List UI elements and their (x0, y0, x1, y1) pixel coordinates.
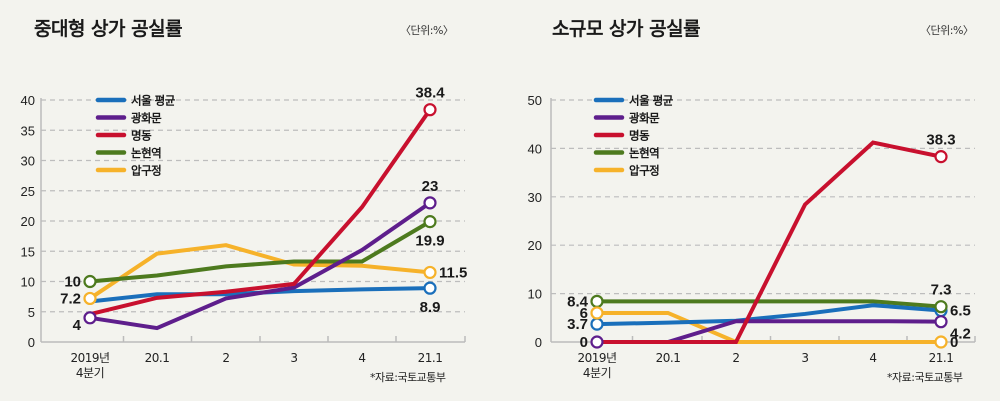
series-line-1 (89, 201, 432, 331)
y-tick-label: 0 (535, 335, 542, 350)
data-point-marker (590, 294, 604, 308)
chart-panel-large-stores: 중대형 상가 공실률 〈단위:%〉 0 5 10 15 20 25 30 35 40 2019년 4… (21, 18, 468, 384)
data-label: 6.5 (950, 303, 971, 320)
x-tick-label: 4 (358, 351, 365, 365)
data-label: 3.7 (567, 316, 588, 333)
y-tick-label: 25 (21, 184, 35, 199)
series-line-3 (597, 299, 942, 309)
y-tick-label: 30 (528, 190, 542, 205)
data-label: 4.2 (950, 326, 971, 343)
y-tick-label: 15 (21, 244, 35, 259)
series-line-4 (88, 243, 431, 301)
data-label: 23 (422, 178, 439, 195)
y-tick-label: 0 (28, 335, 35, 350)
x-tick-label: 21.1 (929, 351, 954, 365)
series-line-2 (597, 140, 942, 344)
x-tick-label: 2 (222, 351, 229, 365)
data-label: 8.9 (420, 299, 441, 316)
legend-label: 광화문 (131, 111, 162, 125)
data-point-marker (83, 291, 97, 306)
data-label: 6 (580, 305, 588, 322)
data-point-marker (423, 196, 437, 210)
chart-title: 소규모 상가 공실률 (552, 18, 701, 40)
chart-panel-small-stores: 소규모 상가 공실률 〈단위:%〉 0 10 20 30 40 50 2019년 4분기 20.… (500, 0, 1000, 401)
data-point-marker (83, 274, 97, 289)
y-tick-label: 20 (528, 238, 542, 253)
series-line-2 (89, 108, 432, 317)
y-tick-label: 30 (21, 154, 35, 169)
data-point-marker (934, 300, 948, 314)
y-tick-label: 35 (21, 123, 35, 138)
data-label: 7.2 (60, 290, 81, 307)
data-point-marker (423, 281, 437, 295)
series-line-0 (596, 303, 942, 327)
data-point-marker (423, 215, 437, 229)
data-label: 0 (580, 334, 588, 351)
legend-label: 압구정 (629, 164, 659, 178)
series-line-3 (89, 219, 432, 284)
x-tick-label: 20.1 (145, 351, 170, 365)
series-line-4 (597, 310, 941, 344)
legend-label: 서울 평균 (131, 94, 176, 108)
data-label: 11.5 (439, 264, 467, 281)
legend-label: 명동 (629, 129, 650, 143)
data-point-marker (934, 335, 948, 349)
legend-label: 논현역 (131, 146, 161, 160)
legend-label: 서울 평균 (629, 94, 674, 108)
data-label: 7.3 (931, 282, 952, 299)
x-tick-label: 2019년 4분기 (70, 351, 109, 380)
y-tick-label: 20 (21, 214, 35, 229)
data-label: 38.4 (415, 85, 445, 102)
x-tick-label: 2 (732, 351, 739, 365)
y-tick-label: 40 (528, 141, 542, 156)
unit-note: 〈단위:%〉 (400, 24, 454, 37)
x-tick-label: 4 (869, 351, 876, 365)
y-tick-label: 5 (28, 305, 35, 320)
y-tick-label: 10 (528, 287, 542, 302)
data-point-marker (423, 265, 437, 280)
data-label: 8.4 (567, 293, 589, 310)
data-point-marker (590, 306, 604, 320)
legend-label: 명동 (131, 129, 152, 143)
y-tick-label: 50 (528, 93, 542, 108)
data-label: 19.9 (415, 233, 444, 250)
data-label: 38.3 (926, 132, 955, 149)
legend-label: 논현역 (629, 146, 659, 160)
data-label: 4 (73, 317, 82, 334)
source-note: *자료:국토교통부 (370, 371, 446, 384)
legend-label: 압구정 (131, 164, 161, 178)
x-tick-label: 2019년 4분기 (577, 351, 616, 380)
chart-title: 중대형 상가 공실률 (34, 18, 183, 40)
x-tick-label: 20.1 (656, 351, 681, 365)
unit-note: 〈단위:%〉 (920, 24, 974, 37)
x-tick-label: 21.1 (418, 351, 443, 365)
data-point-marker (423, 103, 437, 117)
y-tick-label: 40 (21, 93, 35, 108)
data-label: 10 (64, 274, 81, 291)
x-tick-label: 3 (290, 351, 297, 365)
data-point-marker (934, 150, 948, 164)
data-point-marker (83, 311, 97, 325)
y-tick-label: 10 (21, 275, 35, 290)
data-point-marker (934, 315, 948, 329)
legend-label: 광화문 (629, 111, 660, 125)
x-tick-label: 3 (801, 351, 808, 365)
data-point-marker (590, 317, 604, 331)
data-point-marker (590, 335, 604, 349)
data-label: 0 (950, 334, 958, 351)
source-note: *자료:국토교통부 (887, 371, 963, 384)
